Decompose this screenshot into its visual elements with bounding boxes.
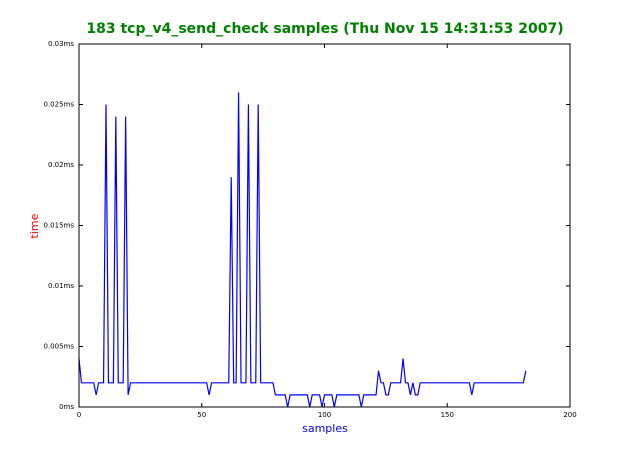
x-tick-label: 150 xyxy=(441,411,454,419)
y-tick-label: 0.005ms xyxy=(43,343,74,351)
y-tick-label: 0.01ms xyxy=(48,282,74,290)
y-tick-label: 0.015ms xyxy=(43,222,74,230)
x-tick-label: 50 xyxy=(197,411,206,419)
x-tick-label: 100 xyxy=(318,411,331,419)
y-tick-label: 0.025ms xyxy=(43,101,74,109)
y-tick-label: 0.03ms xyxy=(48,40,74,48)
y-axis-label: time xyxy=(28,213,41,238)
y-tick-label: 0.02ms xyxy=(48,161,74,169)
x-axis-label: samples xyxy=(302,422,348,435)
chart-title: 183 tcp_v4_send_check samples (Thu Nov 1… xyxy=(86,21,563,37)
data-line xyxy=(78,92,527,408)
y-tick-label: 0ms xyxy=(59,403,74,411)
x-tick-label: 0 xyxy=(77,411,81,419)
plot-frame xyxy=(78,43,571,408)
x-tick-label: 200 xyxy=(563,411,576,419)
